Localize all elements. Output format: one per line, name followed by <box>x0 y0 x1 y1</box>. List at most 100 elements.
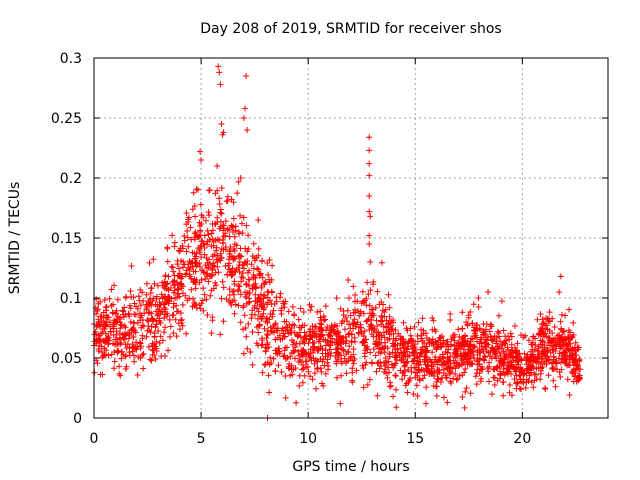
x-tick-label: 0 <box>90 431 99 447</box>
data-point <box>118 355 125 362</box>
data-point <box>220 246 227 253</box>
data-point <box>207 261 214 268</box>
y-tick-label: 0.25 <box>51 111 82 127</box>
data-point <box>490 365 497 372</box>
data-point <box>301 322 308 329</box>
data-point <box>249 361 256 368</box>
data-point <box>277 290 284 297</box>
data-point <box>540 320 547 327</box>
data-point <box>414 333 421 340</box>
data-point <box>128 262 135 269</box>
data-point <box>251 311 258 318</box>
data-point <box>214 219 221 226</box>
data-point <box>321 362 328 369</box>
data-point <box>311 370 318 377</box>
data-point <box>210 285 217 292</box>
data-point <box>497 370 504 377</box>
data-point <box>373 317 380 324</box>
data-point <box>352 323 359 330</box>
data-point <box>485 289 492 295</box>
data-point <box>281 333 288 340</box>
data-point <box>250 240 257 247</box>
data-point <box>535 358 542 365</box>
data-point <box>345 277 352 284</box>
data-point <box>265 299 272 306</box>
data-point <box>319 350 326 357</box>
data-point <box>212 237 219 244</box>
data-point <box>164 245 171 252</box>
data-point <box>211 251 218 258</box>
data-point <box>411 323 418 330</box>
data-point <box>407 325 414 332</box>
data-point <box>312 324 319 331</box>
data-point <box>535 343 542 350</box>
data-point <box>450 332 457 339</box>
data-point <box>278 310 285 317</box>
data-point <box>244 127 251 133</box>
data-point <box>203 296 210 303</box>
data-point <box>184 227 191 234</box>
data-point <box>264 339 271 346</box>
data-point <box>146 309 153 316</box>
data-point <box>200 307 207 314</box>
data-point <box>173 333 180 340</box>
data-point <box>152 355 159 362</box>
data-point <box>538 355 545 362</box>
data-point <box>491 381 498 388</box>
data-point <box>526 372 533 379</box>
data-points <box>91 63 584 421</box>
data-point <box>137 302 144 309</box>
data-point <box>320 313 327 320</box>
data-point <box>552 359 559 366</box>
data-point <box>549 330 556 337</box>
data-point <box>226 233 233 240</box>
data-point <box>383 317 390 324</box>
data-point <box>561 358 568 365</box>
data-point <box>203 217 209 224</box>
data-point <box>452 365 459 372</box>
data-point <box>467 342 474 349</box>
data-point <box>243 73 250 79</box>
data-point <box>414 338 421 345</box>
data-point <box>282 344 289 351</box>
data-point <box>148 323 155 330</box>
data-point <box>250 265 257 272</box>
data-point <box>506 336 513 343</box>
data-point <box>576 358 583 365</box>
data-point <box>300 308 307 315</box>
data-point <box>224 271 231 278</box>
data-point <box>470 301 477 308</box>
data-point <box>525 358 532 365</box>
data-point <box>219 236 226 243</box>
data-point <box>127 319 134 326</box>
data-point <box>346 343 353 350</box>
data-point <box>181 261 188 268</box>
data-point <box>332 346 339 353</box>
data-point <box>297 305 304 312</box>
data-point <box>370 312 377 319</box>
data-point <box>423 384 430 391</box>
data-point <box>351 316 358 323</box>
data-point <box>230 256 237 263</box>
data-point <box>212 269 219 276</box>
x-tick-label: 10 <box>299 431 317 447</box>
data-point <box>278 369 285 375</box>
data-point <box>175 290 182 297</box>
data-point <box>209 235 216 242</box>
data-point <box>537 376 544 383</box>
data-point <box>185 243 192 250</box>
data-point <box>486 328 493 335</box>
data-point <box>154 282 161 289</box>
data-point <box>249 285 256 292</box>
y-tick-label: 0 <box>73 411 82 427</box>
data-point <box>151 334 158 341</box>
data-point <box>521 370 528 377</box>
data-point <box>120 308 127 315</box>
data-point <box>216 256 223 263</box>
data-point <box>129 325 136 332</box>
data-point <box>404 346 411 353</box>
data-point <box>552 348 559 355</box>
data-point <box>157 320 164 327</box>
data-point <box>453 376 460 383</box>
data-point <box>429 349 436 356</box>
